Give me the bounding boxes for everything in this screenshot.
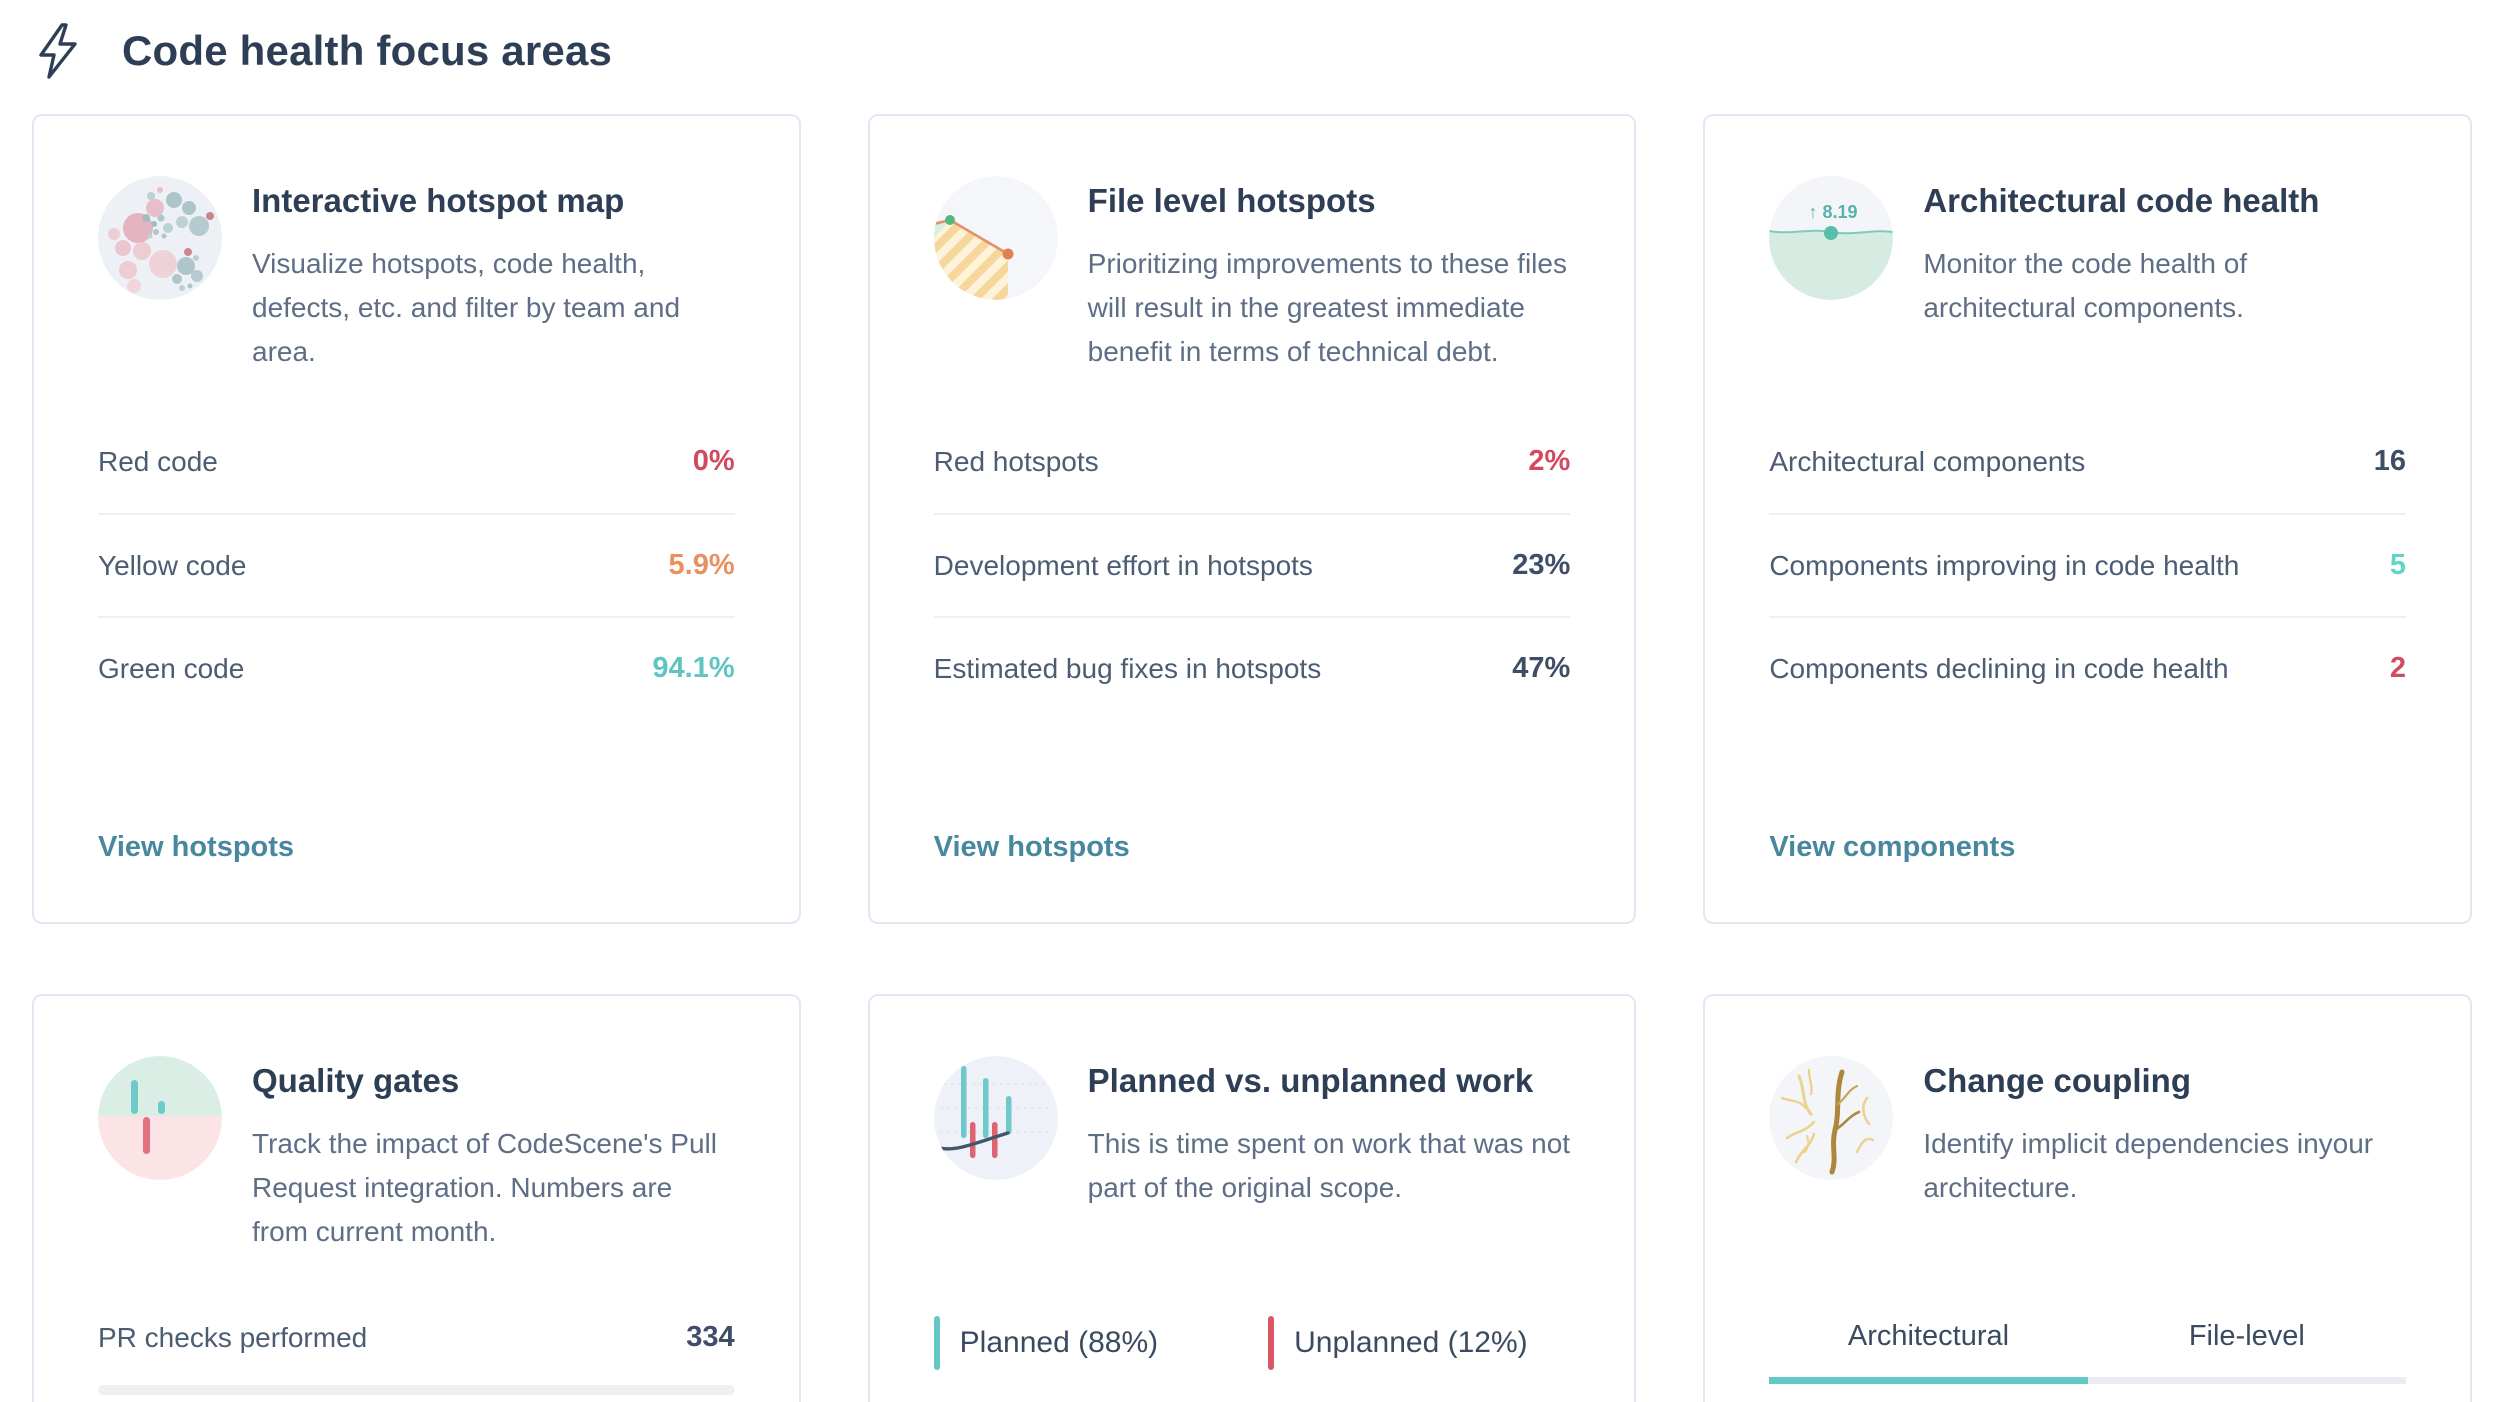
quality-gates-bars-icon — [98, 1056, 222, 1180]
card-change-coupling: Change coupling Identify implicit depend… — [1703, 994, 2472, 1402]
code-health-gauge-icon: ↑ 8.19 — [1769, 176, 1894, 300]
hotspot-bubble-map-icon — [98, 176, 222, 300]
stat-value: 334 — [686, 1321, 735, 1353]
stat-label: Components declining in code health — [1769, 652, 2229, 684]
stat-row: Architectural components 16 — [1769, 410, 2406, 513]
card-title: Quality gates — [252, 1062, 460, 1099]
stat-row: PR checks performed 334 — [98, 1290, 735, 1385]
legend-label: Unplanned (12%) — [1294, 1326, 1528, 1359]
stat-label: Red code — [98, 445, 218, 477]
card-description: Identify implicit dependencies inyour ar… — [1923, 1128, 2374, 1204]
stat-value: 0% — [692, 445, 735, 477]
stat-row: Red hotspots 2% — [934, 410, 1571, 513]
card-title: Interactive hotspot map — [252, 182, 625, 219]
legend-item-planned: Planned (88%) — [933, 1316, 1159, 1370]
stat-value: 94.1% — [652, 652, 735, 684]
card-head-text: Interactive hotspot map Visualize hotspo… — [252, 176, 735, 410]
card-description: Monitor the code health of architectural… — [1923, 248, 2248, 324]
card-title: Planned vs. unplanned work — [1087, 1062, 1534, 1099]
stat-row: Estimated bug fixes in hotspots 47% — [933, 616, 1571, 719]
card-head-text: Planned vs. unplanned work This is time … — [1088, 1056, 1571, 1290]
stat-value: 2 — [2389, 652, 2406, 684]
card-head: Change coupling Identify implicit depend… — [1769, 1056, 2406, 1290]
stat-row: Development effort in hotspots 23% — [933, 513, 1571, 616]
stat-row: Red code 0% — [98, 410, 735, 513]
tab-architectural[interactable]: Architectural — [1847, 1320, 2010, 1352]
stat-value: 47% — [1512, 652, 1571, 684]
unplanned-color-bar — [1268, 1316, 1275, 1370]
page-title: Code health focus areas — [122, 27, 613, 74]
card-file-level-hotspots: File level hotspots Prioritizing improve… — [867, 114, 1637, 924]
stat-row: Components declining in code health 2 — [1769, 616, 2406, 719]
stats-list: Red hotspots 2% Development effort in ho… — [933, 410, 1571, 719]
card-head: File level hotspots Prioritizing improve… — [933, 176, 1571, 410]
card-head-text: File level hotspots Prioritizing improve… — [1088, 176, 1571, 410]
card-head-text: Quality gates Track the impact of CodeSc… — [252, 1056, 735, 1290]
change-coupling-tabs: Architectural File-level — [1769, 1306, 2407, 1384]
stat-label: Red hotspots — [933, 445, 1099, 477]
cards-grid: Interactive hotspot map Visualize hotspo… — [0, 114, 2504, 1402]
card-title: Architectural code health — [1923, 182, 2320, 219]
page-header: Code health focus areas — [0, 0, 2504, 80]
card-title: File level hotspots — [1087, 182, 1376, 219]
stats-list: Red code 0% Yellow code 5.9% Green code … — [98, 410, 735, 719]
card-description: Track the impact of CodeScene's Pull Req… — [252, 1128, 717, 1248]
card-description: Visualize hotspots, code health, defects… — [252, 248, 681, 368]
stat-label: Green code — [98, 652, 245, 684]
tab-underline-inactive — [2087, 1377, 2407, 1384]
legend-label: Planned (88%) — [959, 1326, 1159, 1359]
planned-bars-chart-icon — [933, 1056, 1058, 1180]
gauge-value-text: ↑ 8.19 — [1809, 202, 1858, 222]
card-head: Interactive hotspot map Visualize hotspo… — [98, 176, 735, 410]
view-hotspots-link[interactable]: View hotspots — [933, 831, 1130, 863]
card-planned-vs-unplanned: Planned vs. unplanned work This is time … — [867, 994, 1637, 1402]
trend-decline-chart-icon — [933, 176, 1058, 300]
stat-row: Components improving in code health 5 — [1769, 513, 2406, 616]
tab-row: Architectural File-level — [1769, 1306, 2406, 1377]
stat-row: Yellow code 5.9% — [98, 513, 735, 616]
card-head-text: Change coupling Identify implicit depend… — [1923, 1056, 2406, 1290]
stat-value: 16 — [2373, 445, 2406, 477]
stat-value: 5.9% — [668, 549, 735, 581]
card-head: ↑ 8.19 Architectural code health Monitor… — [1769, 176, 2406, 410]
stats-list: PR checks performed 334 — [98, 1290, 735, 1395]
stat-label: Development effort in hotspots — [933, 549, 1313, 581]
view-components-link[interactable]: View components — [1769, 831, 2016, 863]
card-head: Planned vs. unplanned work This is time … — [933, 1056, 1571, 1290]
stat-value: 2% — [1528, 445, 1571, 477]
card-head: Quality gates Track the impact of CodeSc… — [98, 1056, 735, 1290]
card-interactive-hotspot-map: Interactive hotspot map Visualize hotspo… — [32, 114, 801, 924]
card-head-text: Architectural code health Monitor the co… — [1923, 176, 2406, 410]
planned-color-bar — [933, 1316, 940, 1370]
stat-label: Yellow code — [98, 549, 247, 581]
planned-unplanned-legend: Planned (88%) Unplanned (12%) — [933, 1316, 1571, 1370]
lightning-icon — [39, 23, 77, 79]
legend-item-unplanned: Unplanned (12%) — [1268, 1316, 1528, 1370]
card-description: This is time spent on work that was not … — [1087, 1128, 1571, 1204]
stat-label: Architectural components — [1769, 445, 2086, 477]
stat-label: PR checks performed — [98, 1321, 368, 1353]
card-description: Prioritizing improvements to these files… — [1087, 248, 1567, 368]
quality-gates-progress-strip — [98, 1385, 735, 1395]
change-coupling-branches-icon — [1769, 1056, 1894, 1180]
stat-label: Components improving in code health — [1769, 549, 2240, 581]
view-hotspots-link[interactable]: View hotspots — [98, 831, 295, 863]
stat-label: Estimated bug fixes in hotspots — [933, 652, 1322, 684]
card-title: Change coupling — [1923, 1062, 2191, 1099]
stat-value: 23% — [1512, 549, 1571, 581]
tab-underline-active — [1769, 1377, 2088, 1384]
tab-file-level[interactable]: File-level — [2188, 1320, 2305, 1352]
stat-row: Green code 94.1% — [98, 616, 735, 719]
tab-underline — [1769, 1377, 2407, 1384]
card-quality-gates: Quality gates Track the impact of CodeSc… — [32, 994, 801, 1402]
stats-list: Architectural components 16 Components i… — [1769, 410, 2406, 719]
card-architectural-code-health: ↑ 8.19 Architectural code health Monitor… — [1703, 114, 2472, 924]
stat-value: 5 — [2389, 549, 2406, 581]
